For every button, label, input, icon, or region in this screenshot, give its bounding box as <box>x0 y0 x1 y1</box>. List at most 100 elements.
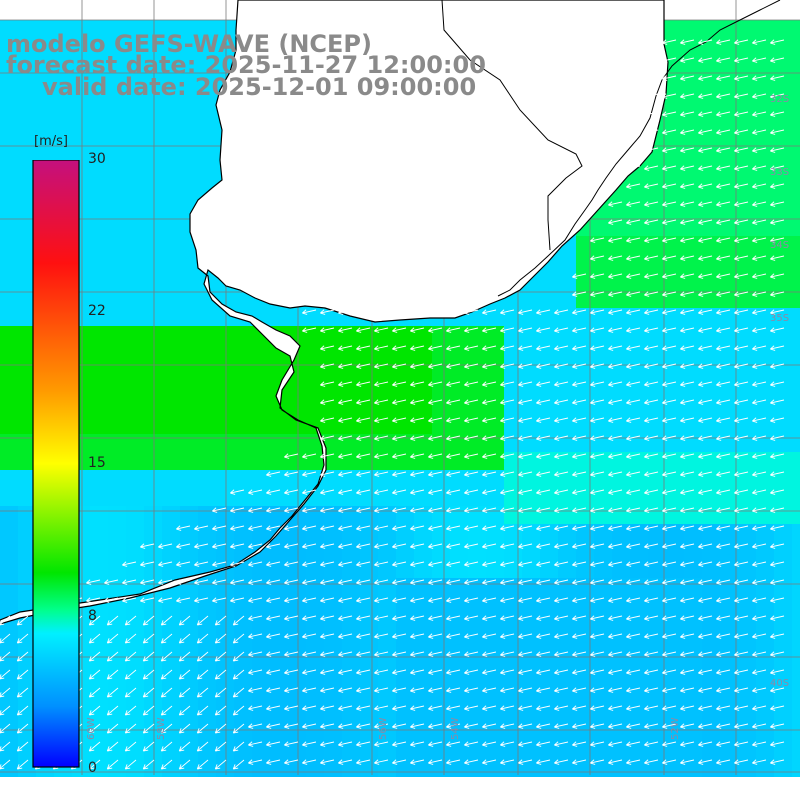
field-cell <box>738 20 757 39</box>
wind-arrow <box>698 363 713 369</box>
field-cell <box>558 650 577 669</box>
field-cell <box>594 488 613 507</box>
wind-arrow <box>464 723 479 729</box>
field-cell <box>198 326 217 345</box>
wind-arrow <box>644 489 659 495</box>
field-cell <box>306 506 325 525</box>
wind-arrow <box>644 705 659 711</box>
wind-arrow <box>608 543 623 549</box>
field-cell <box>774 254 793 273</box>
field-cell <box>738 488 757 507</box>
wind-arrow <box>338 399 353 405</box>
field-cell <box>774 344 793 363</box>
field-cell <box>450 524 469 543</box>
wind-arrow <box>410 399 425 405</box>
lat-label-35s: 35S <box>770 313 790 324</box>
wind-arrow <box>536 507 551 513</box>
field-cell <box>684 470 703 489</box>
wind-arrow <box>194 543 209 549</box>
wind-arrow <box>644 525 659 531</box>
field-cell <box>756 632 775 651</box>
wind-arrow <box>356 705 371 711</box>
wind-arrow <box>320 615 335 621</box>
field-cell <box>702 506 721 525</box>
wind-arrow <box>410 525 425 531</box>
wind-arrow <box>284 687 299 693</box>
field-cell <box>180 110 199 129</box>
wind-arrow <box>428 561 443 567</box>
field-cell <box>324 326 343 345</box>
wind-arrow <box>338 543 353 549</box>
lat-label-33s: 33S <box>770 167 790 178</box>
colorbar-unit: [m/s] <box>34 134 68 149</box>
wind-arrow <box>374 705 389 711</box>
field-cell <box>450 650 469 669</box>
wind-arrow <box>500 327 515 333</box>
wind-arrow <box>338 687 353 693</box>
wind-arrow <box>734 633 749 639</box>
field-cell <box>450 740 469 759</box>
wind-arrow <box>644 327 659 333</box>
field-cell <box>72 56 91 75</box>
wind-arrow <box>500 687 515 693</box>
wind-arrow <box>662 255 677 261</box>
wind-arrow <box>194 579 209 585</box>
wind-arrow <box>356 381 371 387</box>
wind-arrow <box>680 255 695 261</box>
wind-arrow <box>662 435 677 441</box>
wind-arrow <box>142 687 155 698</box>
wind-arrow <box>518 543 533 549</box>
wind-arrow <box>644 651 659 657</box>
field-cell <box>522 686 541 705</box>
field-cell <box>144 398 163 417</box>
field-cell <box>18 56 37 75</box>
field-cell <box>0 470 19 489</box>
field-cell <box>18 722 37 741</box>
wind-arrow <box>554 633 569 639</box>
field-cell <box>342 380 361 399</box>
wind-arrow <box>500 363 515 369</box>
field-cell <box>288 740 307 759</box>
field-cell <box>414 506 433 525</box>
field-cell <box>180 362 199 381</box>
wind-arrow <box>302 597 317 603</box>
field-cell <box>594 596 613 615</box>
wind-arrow <box>698 345 713 351</box>
field-cell <box>342 326 361 345</box>
field-cell <box>756 488 775 507</box>
field-cell <box>90 20 109 39</box>
field-cell <box>162 560 181 579</box>
field-cell <box>288 524 307 543</box>
field-cell <box>612 416 631 435</box>
wind-arrow <box>160 723 173 734</box>
wind-arrow <box>716 255 731 261</box>
wind-arrow <box>554 309 569 315</box>
wind-arrow <box>500 597 515 603</box>
field-cell <box>378 434 397 453</box>
field-cell <box>360 632 379 651</box>
field-cell <box>216 344 235 363</box>
wind-arrow <box>626 489 641 495</box>
field-cell <box>396 506 415 525</box>
field-cell <box>558 524 577 543</box>
field-cell <box>540 290 559 309</box>
field-cell <box>252 758 271 777</box>
wind-arrow <box>338 615 353 621</box>
field-cell <box>432 650 451 669</box>
wind-arrow <box>428 327 443 333</box>
wind-arrow <box>392 417 407 423</box>
field-cell <box>504 704 523 723</box>
wind-arrow <box>356 633 371 639</box>
wind-arrow <box>106 759 119 770</box>
field-cell <box>378 632 397 651</box>
field-cell <box>144 434 163 453</box>
field-cell <box>324 488 343 507</box>
field-cell <box>198 632 217 651</box>
field-cell <box>774 146 793 165</box>
field-cell <box>540 398 559 417</box>
wind-arrow <box>248 579 263 585</box>
wind-arrow <box>410 723 425 729</box>
wind-arrow <box>464 741 479 747</box>
wind-arrow <box>320 597 335 603</box>
field-cell <box>270 452 289 471</box>
